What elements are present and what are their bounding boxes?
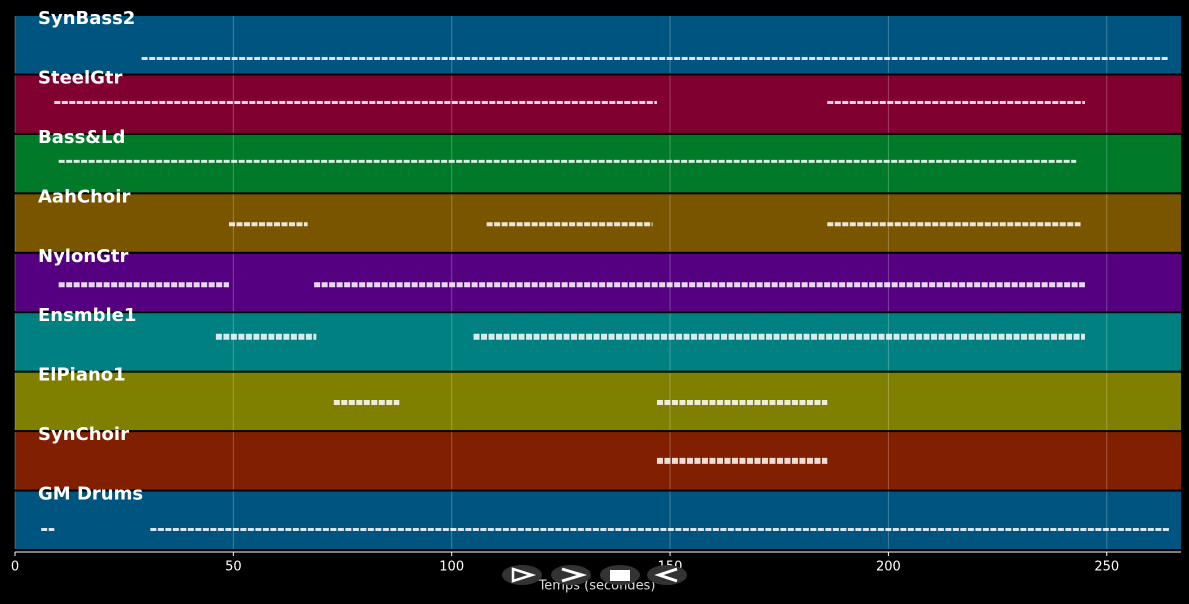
- track-lane: [15, 194, 1181, 252]
- track-name: Bass&Ld: [38, 127, 125, 148]
- track-name: GM Drums: [38, 484, 143, 505]
- track-name: AahChoir: [38, 186, 130, 207]
- track-lane: [15, 16, 1181, 74]
- lanes: SynBass2 SteelGtr Bass&Ld AahChoir NylonGtr E…: [14, 8, 1181, 549]
- forward-button[interactable]: [551, 565, 591, 585]
- track-name: SynBass2: [38, 8, 135, 29]
- track-lane: [15, 134, 1181, 193]
- track-lane: [15, 491, 1181, 549]
- x-tick-label: 100: [439, 560, 464, 575]
- track-lane: [15, 432, 1181, 490]
- track-name: ElPiano1: [38, 365, 126, 386]
- stop-button[interactable]: [600, 565, 640, 585]
- x-tick-label: 250: [1094, 560, 1119, 575]
- transport-controls: [502, 565, 687, 585]
- track-name: NylonGtr: [38, 246, 129, 267]
- track-name: SynChoir: [38, 424, 129, 445]
- rewind-button[interactable]: [647, 565, 687, 585]
- x-tick-label: 50: [225, 560, 242, 575]
- x-tick-label: 0: [11, 560, 19, 575]
- track-name: SteelGtr: [38, 67, 123, 88]
- track-name: Ensmble1: [38, 305, 136, 326]
- track-lane: [15, 75, 1181, 133]
- track-lane: [15, 313, 1181, 371]
- track-lane: [15, 372, 1181, 431]
- x-tick-label: 200: [876, 560, 901, 575]
- play-button[interactable]: [502, 565, 542, 585]
